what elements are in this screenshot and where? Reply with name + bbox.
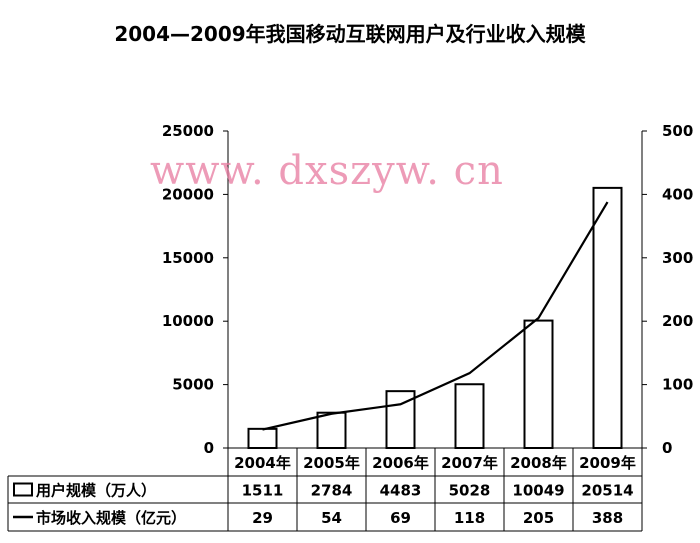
legend-label-line: 市场收入规模（亿元） — [36, 509, 186, 527]
line-path — [262, 201, 609, 431]
data-label-line: 205 — [523, 509, 554, 527]
left-tick-label: 10000 — [162, 312, 214, 330]
data-label-line: 69 — [390, 509, 411, 527]
legend-key-bar — [13, 482, 33, 497]
data-label-bar: 5028 — [449, 482, 491, 500]
right-tick-label: 0 — [662, 439, 672, 457]
data-label-bar: 4483 — [380, 482, 422, 500]
data-label-bar: 10049 — [512, 482, 564, 500]
data-label-line: 388 — [592, 509, 623, 527]
bars-series — [247, 186, 623, 450]
bar — [592, 186, 623, 449]
data-label-line: 54 — [321, 509, 342, 527]
chart-title: 2004—2009年我国移动互联网用户及行业收入规模 — [114, 22, 586, 46]
x-tick-label: 2004年 — [234, 454, 291, 472]
x-tick-label: 2007年 — [441, 454, 498, 472]
left-tick-label: 5000 — [172, 376, 214, 394]
left-tick-label: 0 — [204, 439, 214, 457]
data-label-line: 118 — [454, 509, 485, 527]
x-tick-label: 2005年 — [303, 454, 360, 472]
line-series — [262, 201, 609, 431]
right-tick-label: 500 — [662, 122, 693, 140]
data-label-bar: 2784 — [311, 482, 353, 500]
right-tick-label: 400 — [662, 185, 693, 203]
data-label-line: 29 — [252, 509, 273, 527]
bar — [247, 427, 278, 449]
right-tick-label: 300 — [662, 249, 693, 267]
data-label-bar: 1511 — [242, 482, 284, 500]
x-tick-label: 2008年 — [510, 454, 567, 472]
axes: 0 5000 10000 15000 20000 25000 0 100 200 300 400 50… — [162, 122, 694, 457]
legend-label-bar: 用户规模（万人） — [36, 482, 156, 500]
left-tick-label: 15000 — [162, 249, 214, 267]
left-tick-label: 25000 — [162, 122, 214, 140]
x-tick-label: 2006年 — [372, 454, 429, 472]
bar — [523, 319, 554, 449]
right-tick-label: 100 — [662, 376, 693, 394]
left-tick-label: 20000 — [162, 185, 214, 203]
data-label-bar: 20514 — [581, 482, 633, 500]
bar — [454, 383, 485, 450]
bar — [316, 411, 347, 450]
x-tick-label: 2009年 — [579, 454, 636, 472]
right-tick-label: 200 — [662, 312, 693, 330]
